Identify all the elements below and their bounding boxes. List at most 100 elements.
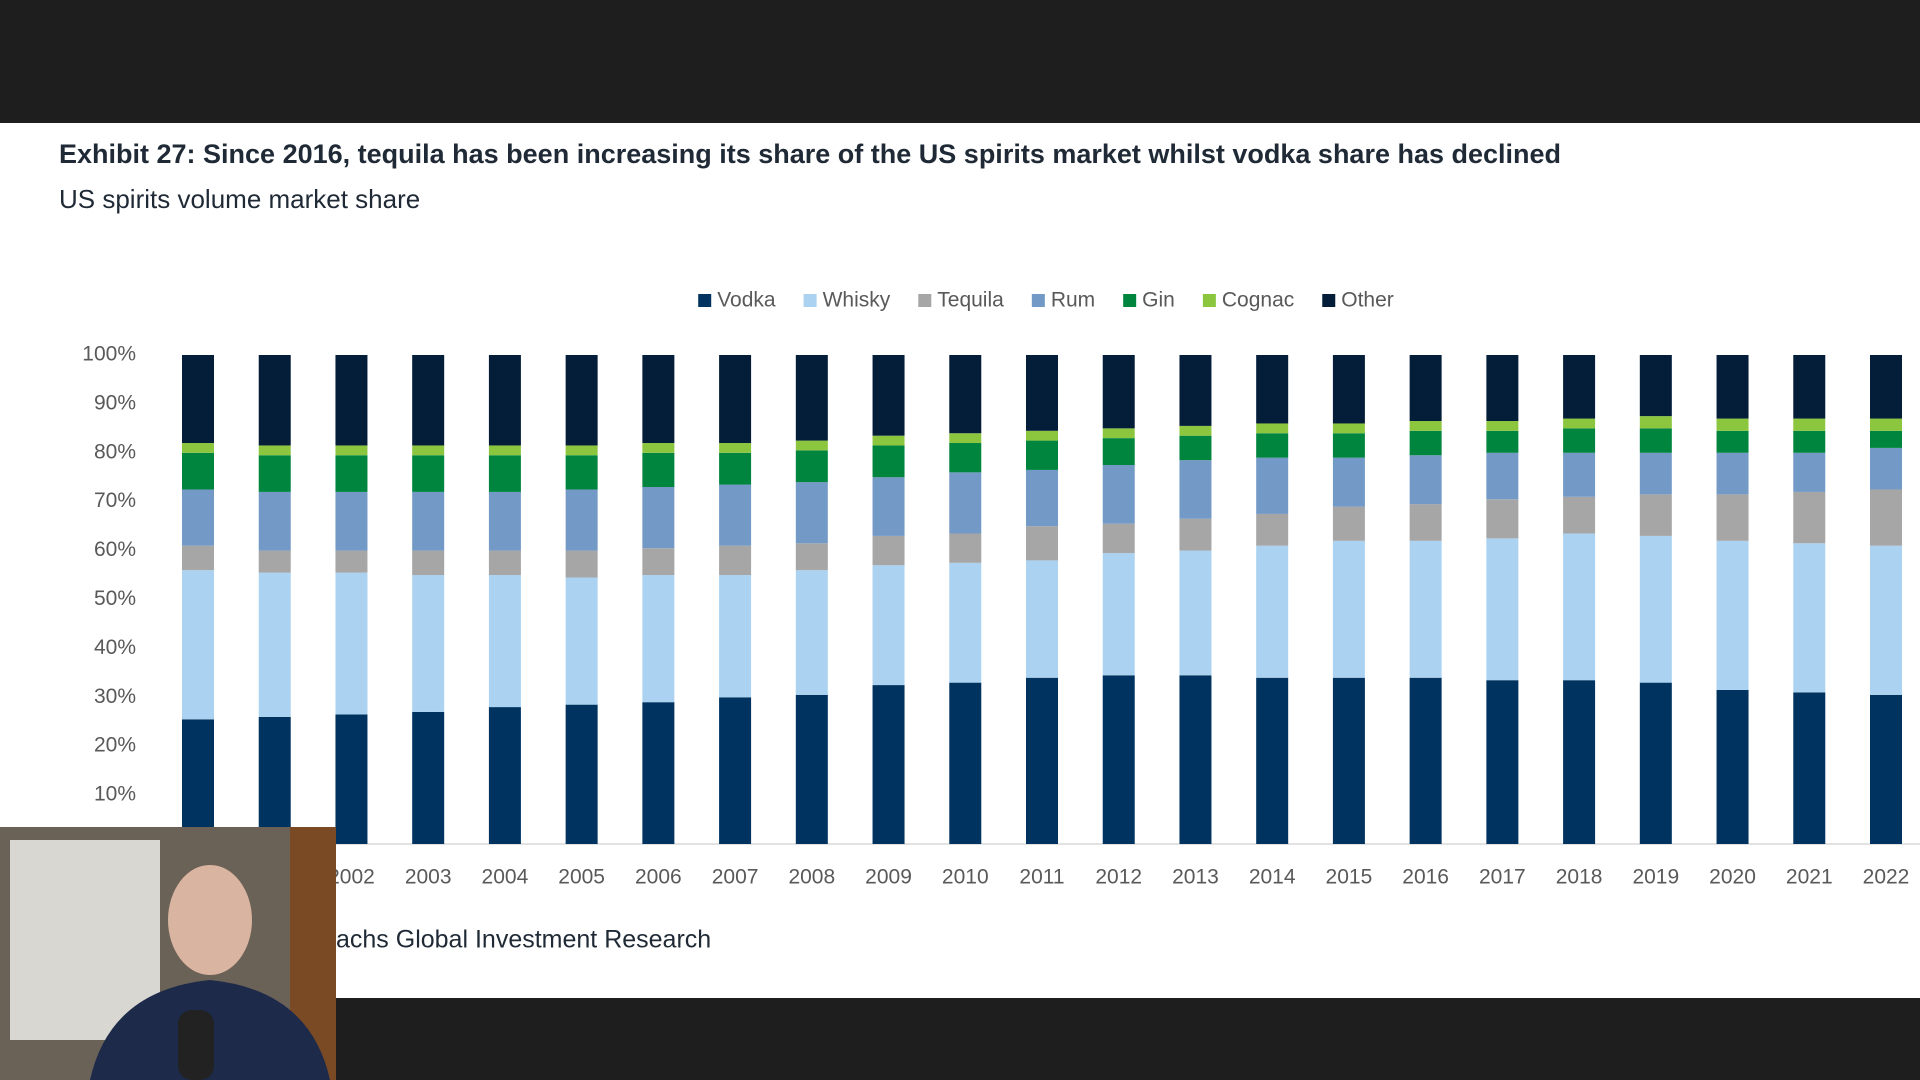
bar-segment <box>182 452 214 490</box>
bar-segment <box>1102 465 1135 524</box>
bar-segment <box>1102 428 1135 439</box>
bar-segment <box>1102 355 1135 429</box>
bar-segment <box>565 455 598 490</box>
bar-segment <box>1332 433 1365 458</box>
bar-segment <box>1409 677 1442 844</box>
bar-segment <box>642 452 675 488</box>
bar-segment <box>258 550 291 573</box>
bar-segment <box>949 472 982 534</box>
bar-segment <box>1486 355 1519 422</box>
bar-segment <box>1026 355 1058 431</box>
x-tick-label: 2019 <box>1632 866 1679 889</box>
bar-segment <box>1256 355 1289 424</box>
x-tick-label: 2011 <box>1019 866 1064 889</box>
bar-segment <box>258 491 291 551</box>
bar-segment <box>1026 469 1058 527</box>
bar-segment <box>795 355 828 441</box>
bar-segment <box>412 711 445 844</box>
bar-segment <box>412 550 445 576</box>
bar-segment <box>488 491 521 551</box>
bar-segment <box>795 482 828 544</box>
x-tick-label: 2002 <box>328 866 375 889</box>
bar-segment <box>1256 423 1289 434</box>
bar-segment <box>949 443 982 473</box>
bar-segment <box>1716 494 1749 541</box>
bar-segment <box>1793 418 1826 431</box>
bar-segment <box>1639 452 1672 495</box>
bar-segment <box>335 550 368 573</box>
x-tick-label: 2016 <box>1402 866 1449 889</box>
bar-segment <box>795 440 828 451</box>
bar-segment <box>1639 428 1672 453</box>
bar-segment <box>565 577 598 705</box>
legend-swatch <box>803 294 817 307</box>
bar-segment <box>1716 430 1749 453</box>
microphone <box>178 1010 214 1080</box>
bar-segment <box>412 445 445 456</box>
bar-segment <box>872 477 905 536</box>
y-tick-label: 100% <box>82 343 136 366</box>
bar-segment <box>1563 355 1596 419</box>
legend-label: Tequila <box>937 289 1004 312</box>
x-tick-label: 2020 <box>1709 866 1756 889</box>
bar-segment <box>1486 538 1519 681</box>
bar-segment <box>412 575 445 712</box>
bar-segment <box>719 575 752 698</box>
bar-segment <box>565 489 598 551</box>
bar-segment <box>795 570 828 695</box>
chart-title: Exhibit 27: Since 2016, tequila has been… <box>59 139 1561 169</box>
bar-segment <box>795 543 828 571</box>
y-tick-label: 40% <box>94 636 136 659</box>
bar-segment <box>1563 452 1596 497</box>
legend: Vodka Whisky Tequila Rum Gin Cognac Other <box>698 289 1394 312</box>
bar-segment <box>1256 457 1289 514</box>
bar-segment <box>1486 421 1519 431</box>
bar-segment <box>412 455 445 492</box>
x-tick-label: 2004 <box>482 866 529 889</box>
bar-segment <box>1179 355 1212 426</box>
source-note: achs Global Investment Research <box>336 926 711 954</box>
bar-segment <box>1563 418 1596 429</box>
bar-segment <box>949 682 982 844</box>
bar-segment <box>565 355 598 446</box>
bar-segment <box>872 435 905 446</box>
legend-swatch <box>918 294 932 307</box>
bar-segment <box>488 707 521 844</box>
bar-segment <box>1179 675 1212 844</box>
x-tick-label: 2007 <box>712 866 759 889</box>
bar-segment <box>335 455 368 492</box>
bar-segment <box>642 575 675 703</box>
bar-segment <box>1870 418 1902 431</box>
x-tick-label: 2009 <box>865 866 912 889</box>
bar-segment <box>872 355 905 436</box>
bar-segment <box>1563 533 1596 681</box>
x-tick-label: 2018 <box>1556 866 1603 889</box>
bar-segment <box>335 445 368 456</box>
bar-segment <box>1332 355 1365 424</box>
webcam-overlay <box>0 827 336 1080</box>
bar-segment <box>1409 540 1442 678</box>
bar-segment <box>335 572 368 715</box>
bar-segment <box>872 535 905 566</box>
bar-segment <box>719 697 752 844</box>
y-tick-label: 50% <box>94 587 136 610</box>
bar-segment <box>1870 355 1902 419</box>
legend-label: Cognac <box>1222 289 1294 312</box>
bar-segment <box>719 452 752 485</box>
bar-segment <box>182 719 214 844</box>
bar-segment <box>642 443 675 453</box>
bar-segment <box>1409 455 1442 505</box>
bar-segment <box>1332 677 1365 844</box>
bar-segment <box>1563 428 1596 453</box>
legend-label: Rum <box>1051 289 1095 312</box>
bar-segment <box>182 489 214 546</box>
bar-segment <box>1639 682 1672 844</box>
bar-segment <box>1256 513 1289 546</box>
bar-segment <box>1409 504 1442 541</box>
bar-segment <box>1409 421 1442 431</box>
x-tick-label: 2022 <box>1863 866 1910 889</box>
bar-segment <box>719 355 752 444</box>
bar-segment <box>1793 543 1826 693</box>
bar-segment <box>258 355 291 446</box>
